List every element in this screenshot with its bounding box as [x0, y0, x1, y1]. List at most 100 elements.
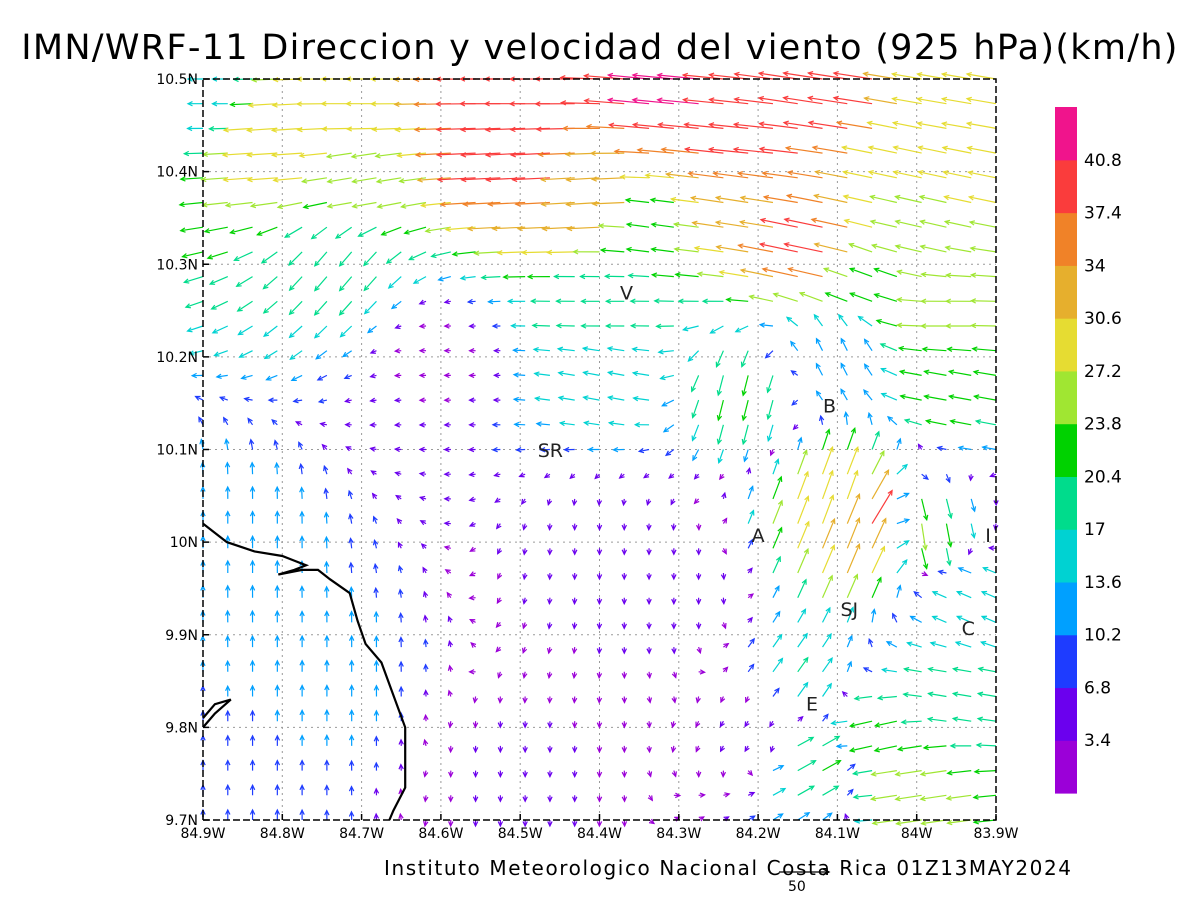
wind-vector	[871, 468, 890, 500]
wind-vector	[681, 97, 724, 105]
y-tick-label: 10N	[170, 535, 198, 551]
wind-vector	[863, 389, 873, 401]
wind-vector	[393, 348, 402, 354]
wind-vector	[373, 635, 380, 648]
wind-vector	[369, 348, 377, 354]
colorbar-swatch	[1055, 212, 1077, 266]
wind-vector	[772, 813, 784, 821]
wind-vector	[422, 738, 429, 747]
wind-vector	[341, 350, 353, 358]
wind-vector	[921, 498, 929, 522]
wind-vector	[413, 126, 451, 133]
wind-vector	[338, 300, 353, 316]
wind-vector	[807, 120, 848, 129]
wind-vector	[786, 170, 823, 179]
wind-vector	[496, 597, 502, 605]
y-tick-label: 9.9N	[165, 628, 198, 644]
wind-vector	[690, 375, 700, 393]
wind-vector	[324, 708, 330, 722]
wind-vector	[677, 298, 699, 304]
wind-vector	[924, 418, 947, 426]
wind-vector	[852, 794, 873, 800]
wind-vector	[970, 322, 997, 329]
wind-vector	[604, 298, 625, 305]
wind-vector	[757, 95, 798, 105]
wind-vector	[696, 271, 724, 278]
wind-vector	[274, 485, 280, 499]
wind-vector	[835, 743, 848, 749]
wind-vector	[182, 150, 204, 157]
wind-vector	[821, 469, 834, 500]
wind-vector	[772, 499, 783, 524]
wind-vector	[772, 787, 787, 796]
wind-vector	[707, 122, 749, 129]
wind-vector	[299, 808, 305, 821]
wind-vector	[512, 372, 526, 378]
y-tick-label: 10.5N	[156, 72, 198, 88]
wind-vector	[435, 151, 476, 158]
wind-vector	[896, 518, 911, 525]
wind-vector	[637, 447, 650, 454]
wind-vector	[497, 770, 504, 778]
wind-vector	[649, 197, 674, 204]
wind-vector	[393, 372, 402, 379]
colorbar-level-label: 20.4	[1084, 467, 1122, 487]
wind-vector	[344, 422, 352, 428]
wind-vector	[629, 298, 650, 304]
wind-vector	[292, 398, 303, 404]
wind-vector	[298, 441, 304, 450]
wind-vector	[462, 201, 501, 207]
wind-vector	[691, 220, 724, 228]
wind-vector	[869, 794, 897, 802]
wind-vector	[468, 422, 476, 428]
wind-vector	[418, 446, 427, 453]
wind-vector	[546, 622, 553, 630]
wind-vector	[459, 275, 476, 281]
wind-vector	[716, 399, 724, 422]
wind-vector	[497, 819, 504, 828]
wind-vector	[945, 548, 952, 567]
wind-vector	[894, 194, 922, 204]
wind-vector	[238, 350, 253, 358]
wind-vector	[443, 520, 451, 527]
place-label: SR	[538, 440, 563, 462]
wind-vector	[797, 760, 817, 772]
wind-vector	[782, 120, 823, 129]
wind-vector	[522, 770, 528, 778]
wind-vector	[650, 272, 674, 278]
wind-vector	[976, 691, 997, 698]
wind-vector	[920, 323, 947, 329]
wind-vector	[941, 145, 972, 154]
wind-vector	[265, 374, 278, 381]
wind-vector	[571, 696, 578, 704]
wind-vector	[895, 819, 922, 826]
wind-vector	[636, 147, 674, 154]
wind-vector	[670, 745, 677, 754]
wind-vector	[621, 523, 627, 531]
x-tick-label: 84.2W	[736, 826, 781, 842]
wind-vector	[937, 569, 947, 575]
wind-vector	[903, 666, 922, 673]
wind-vector	[975, 742, 997, 748]
wind-vector	[494, 497, 501, 503]
wind-vector	[324, 734, 330, 746]
colorbar-swatch	[1055, 581, 1077, 636]
wind-vector	[625, 246, 650, 253]
wind-vector	[225, 684, 231, 697]
wind-vector	[298, 462, 305, 475]
x-tick-label: 83.9W	[973, 826, 1018, 842]
wind-vector	[892, 145, 922, 154]
wind-vector	[393, 446, 402, 453]
wind-vector	[447, 689, 453, 697]
colorbar-swatch	[1055, 740, 1077, 794]
wind-vector	[695, 696, 701, 704]
wind-vector	[561, 125, 600, 132]
wind-vector	[423, 713, 429, 722]
wind-vector	[862, 71, 897, 80]
wind-vector	[867, 170, 898, 179]
wind-vector	[262, 300, 278, 314]
wind-vector	[443, 422, 451, 428]
wind-vector	[299, 486, 305, 499]
wind-vector	[288, 276, 303, 292]
wind-vector	[274, 510, 281, 524]
